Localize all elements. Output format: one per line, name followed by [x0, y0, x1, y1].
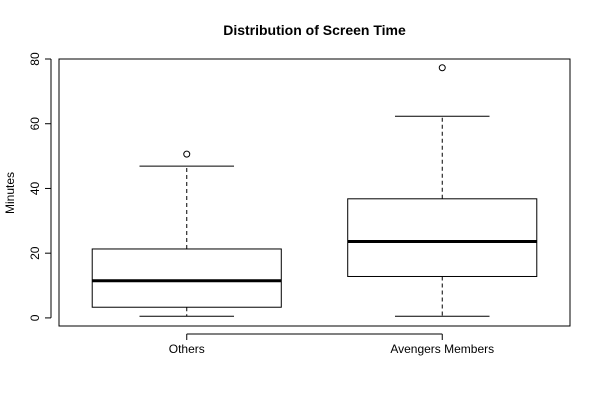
- outlier-point: [183, 150, 191, 158]
- box-2: [347, 64, 538, 317]
- box-1: [91, 150, 282, 317]
- y-tick-label: 80: [28, 52, 42, 66]
- box-group: [91, 64, 538, 317]
- interquartile-box: [91, 248, 282, 308]
- y-axis: 0 20 40 60 80: [28, 52, 52, 321]
- y-tick-label: 40: [28, 181, 42, 195]
- interquartile-box: [347, 198, 538, 277]
- y-tick-label: 0: [28, 314, 42, 321]
- y-tick-label: 20: [28, 246, 42, 260]
- y-tick-label: 60: [28, 117, 42, 131]
- x-axis: Others Avengers Members: [169, 333, 494, 356]
- x-tick-label: Others: [169, 342, 205, 356]
- chart-title: Distribution of Screen Time: [223, 22, 406, 38]
- y-axis-label: Minutes: [3, 172, 17, 214]
- outlier-point: [438, 64, 446, 72]
- plot-area-frame: [58, 58, 571, 327]
- x-tick-label: Avengers Members: [390, 342, 494, 356]
